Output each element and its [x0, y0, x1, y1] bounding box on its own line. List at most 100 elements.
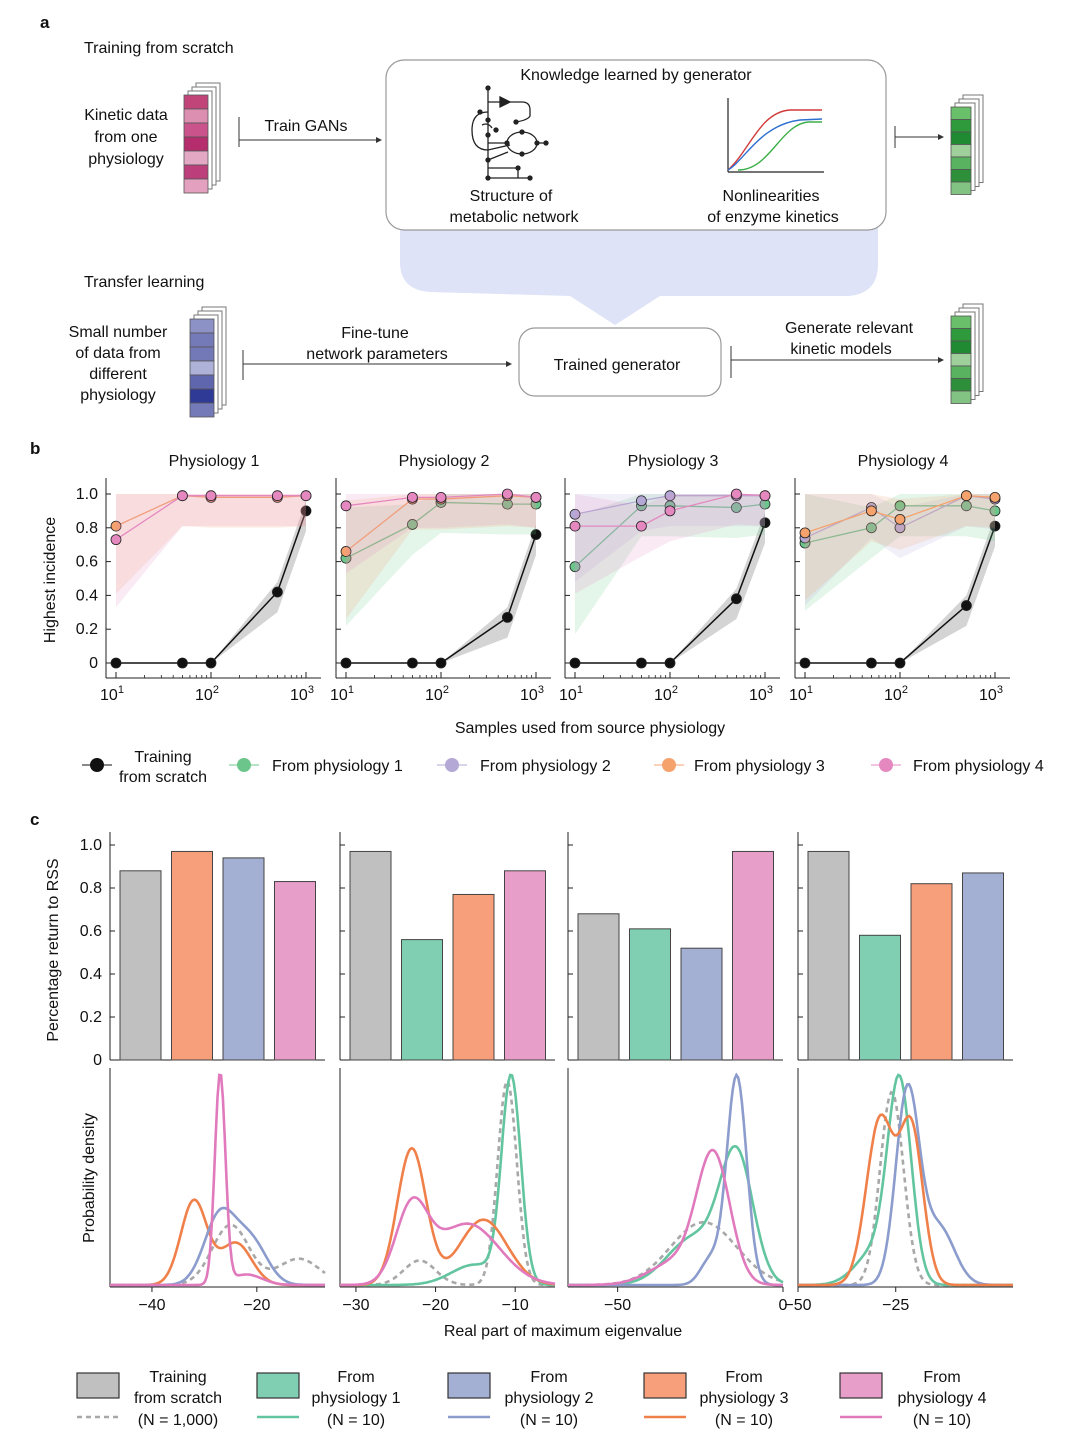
data-cell	[950, 106, 972, 120]
y-tick-label: 0.4	[76, 587, 98, 604]
data-cell	[950, 131, 972, 145]
nonlinear-line1: Nonlinearities	[723, 188, 820, 205]
legend-text: From	[725, 1369, 762, 1386]
panel-b-subplot-title: Physiology 1	[169, 453, 260, 470]
data-cell	[950, 156, 972, 170]
y-tick-label: 0.8	[76, 520, 98, 537]
bar	[119, 870, 162, 1061]
data-cell	[189, 360, 215, 376]
ci-band	[805, 515, 995, 663]
ci-band	[805, 494, 995, 606]
data-cell	[183, 136, 209, 152]
y-tick-label: 0.8	[80, 880, 102, 897]
data-cell	[950, 181, 972, 195]
density-curve	[798, 1113, 1013, 1287]
x-tick-label: 103	[520, 684, 544, 704]
x-tick-label: 101	[330, 684, 354, 704]
legend-b-p1: From physiology 1	[272, 758, 403, 775]
legend-b-p3: From physiology 3	[694, 758, 825, 775]
panel-b-ylabel: Highest incidence	[42, 517, 59, 643]
data-point	[530, 491, 542, 503]
data-point	[300, 505, 312, 517]
legend-b-p2: From physiology 2	[480, 758, 611, 775]
y-tick-label: 0	[89, 655, 98, 672]
panel-c-bar-ylabel: Percentage return to RSS	[45, 858, 62, 1041]
x-tick-label: −50	[784, 1297, 811, 1314]
panel-b-xlabel: Samples used from source physiology	[455, 720, 725, 737]
legend-b-scratch-line1: Training	[134, 749, 191, 766]
y-tick-label: 0	[93, 1052, 102, 1069]
data-point	[407, 491, 418, 503]
data-point	[340, 657, 352, 669]
knowledge-title: Knowledge learned by generator	[520, 67, 752, 84]
x-tick-label: 102	[425, 684, 449, 704]
panel-a-label: a	[40, 13, 50, 32]
x-tick-label: −20	[422, 1297, 449, 1314]
panel-c-legend-item-1: Training from scratch (N = 1,000)	[76, 1369, 222, 1429]
data-cell	[189, 346, 215, 362]
legend-swatch	[256, 1372, 300, 1399]
x-tick-label: 102	[195, 684, 219, 704]
data-point	[177, 490, 188, 502]
x-tick-label: 101	[100, 684, 124, 704]
ci-band	[575, 494, 765, 594]
data-cell	[189, 318, 215, 334]
data-point	[177, 657, 188, 669]
legend-text: (N = 10)	[913, 1412, 971, 1429]
data-point	[110, 657, 122, 669]
data-cell	[183, 94, 209, 110]
ci-band	[116, 494, 306, 608]
x-tick-label: 102	[884, 684, 908, 704]
ci-band	[346, 494, 536, 574]
data-point	[407, 657, 418, 669]
x-tick-label: −50	[604, 1297, 631, 1314]
density-curve	[798, 1090, 1013, 1287]
data-point	[407, 519, 418, 530]
ci-band	[346, 524, 536, 663]
legend-text: From	[923, 1369, 960, 1386]
data-cell	[950, 378, 972, 392]
panel-c-legend-item-2: From physiology 1 (N = 10)	[256, 1369, 401, 1429]
legend-swatch	[643, 1372, 687, 1399]
x-tick-label: −25	[882, 1297, 909, 1314]
data-cell	[950, 340, 972, 354]
panel-b-subplot-3: Physiology 3 101 102 103	[559, 453, 780, 704]
data-point	[731, 593, 742, 605]
panel-b-label: b	[30, 439, 40, 458]
panel-b-subplot-title: Physiology 3	[628, 453, 719, 470]
legend-text: physiology 1	[312, 1390, 401, 1407]
density-curve	[568, 1148, 783, 1287]
bar	[629, 928, 671, 1061]
data-point	[272, 490, 283, 502]
data-cell	[183, 150, 209, 166]
data-point	[569, 561, 581, 573]
bar	[962, 872, 1004, 1061]
fine-tune-line2: network parameters	[306, 346, 447, 363]
metabolic-network-icon	[471, 85, 549, 181]
bar	[222, 857, 265, 1061]
ci-band	[116, 494, 306, 594]
nonlinear-line2: of enzyme kinetics	[707, 209, 839, 226]
data-point	[205, 490, 217, 502]
data-cell	[950, 328, 972, 342]
data-point	[272, 586, 283, 598]
legend-text: From	[337, 1369, 374, 1386]
y-tick-label: 0.6	[80, 923, 102, 940]
x-tick-label: 103	[290, 684, 314, 704]
structure-line1: Structure of	[470, 188, 553, 205]
legend-swatch	[447, 1372, 491, 1399]
legend-swatch	[76, 1372, 120, 1399]
x-tick-label: −30	[342, 1297, 369, 1314]
legend-marker-scratch	[90, 758, 104, 772]
panel-c-density-subplot-4: −50 −25	[784, 1068, 1013, 1314]
panel-c-label: c	[30, 810, 39, 829]
panel-c-legend-item-3: From physiology 2 (N = 10)	[447, 1369, 594, 1429]
bar	[859, 934, 901, 1061]
scratch-title: Training from scratch	[84, 40, 234, 57]
data-point	[502, 488, 513, 500]
x-tick-label: 0	[779, 1297, 788, 1314]
structure-line2: metabolic network	[450, 209, 580, 226]
kinetic-data-line2: from one	[94, 129, 157, 146]
data-point	[340, 546, 352, 557]
data-point	[989, 491, 1001, 503]
